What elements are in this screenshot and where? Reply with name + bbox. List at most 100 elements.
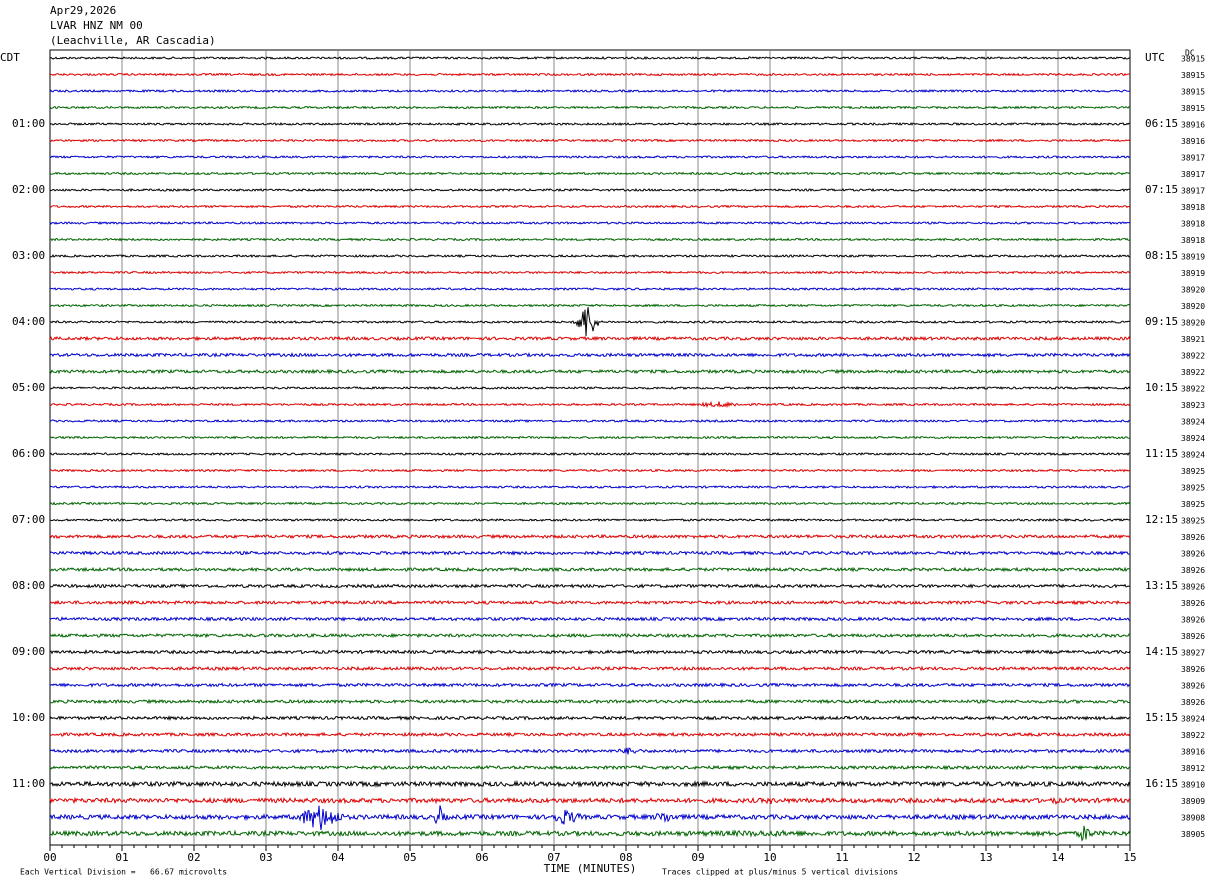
trace: [49, 682, 1131, 689]
dc-count: 38922: [1181, 385, 1205, 394]
trace: [49, 154, 1131, 159]
x-tick-label: 13: [979, 851, 992, 864]
trace: [49, 204, 1131, 209]
dc-count: 38917: [1181, 154, 1205, 163]
trace: [49, 468, 1131, 473]
trace: [49, 171, 1131, 176]
x-tick-label: 14: [1051, 851, 1065, 864]
trace: [49, 221, 1131, 225]
trace: [49, 825, 1131, 842]
right-time-label: 11:15: [1145, 447, 1178, 460]
dc-count: 38925: [1181, 467, 1205, 476]
x-tick-label: 05: [403, 851, 416, 864]
dc-count: 38915: [1181, 55, 1205, 64]
x-tick-label: 01: [115, 851, 128, 864]
trace: [49, 351, 1131, 358]
trace: [50, 517, 1131, 523]
x-axis-title: TIME (MINUTES): [544, 862, 637, 875]
dc-count: 38917: [1181, 187, 1205, 196]
dc-count: 38924: [1181, 434, 1205, 443]
trace: [49, 796, 1131, 806]
trace: [49, 270, 1131, 275]
trace: [49, 105, 1131, 110]
dc-count: 38922: [1181, 368, 1205, 377]
dc-count: 38921: [1181, 335, 1205, 344]
left-time-label: CDT: [0, 51, 20, 64]
dc-count: 38926: [1181, 533, 1205, 542]
right-time-label: 14:15: [1145, 645, 1178, 658]
trace: [49, 566, 1131, 573]
left-time-label: 04:00: [12, 315, 45, 328]
left-time-label: 02:00: [12, 183, 45, 196]
dc-count: 38924: [1181, 418, 1205, 427]
scale-note: Each Vertical Division = 66.67 microvolt…: [20, 868, 227, 877]
right-time-label: 06:15: [1145, 117, 1178, 130]
left-time-label: 07:00: [12, 513, 45, 526]
trace: [49, 121, 1131, 127]
right-time-label: 08:15: [1145, 249, 1178, 262]
dc-count: 38915: [1181, 88, 1205, 97]
x-tick-label: 09: [691, 851, 704, 864]
dc-count: 38926: [1181, 632, 1205, 641]
dc-count: 38916: [1181, 121, 1205, 130]
dc-label: DC: [1185, 49, 1195, 58]
trace: [49, 665, 1131, 672]
right-time-label: 10:15: [1145, 381, 1178, 394]
trace: [49, 435, 1131, 440]
trace: [49, 335, 1131, 342]
trace: [49, 452, 1131, 457]
trace: [49, 550, 1130, 556]
dc-count: 38917: [1181, 170, 1205, 179]
trace: [49, 715, 1131, 721]
trace: [49, 616, 1131, 622]
x-tick-label: 04: [331, 851, 345, 864]
trace: [49, 307, 1131, 337]
dc-count: 38915: [1181, 71, 1205, 80]
dc-count: 38905: [1181, 830, 1205, 839]
dc-count: 38920: [1181, 302, 1205, 311]
x-tick-label: 03: [259, 851, 272, 864]
trace: [49, 385, 1131, 391]
dc-count: 38919: [1181, 253, 1205, 262]
trace: [49, 779, 1131, 789]
trace: [49, 649, 1131, 655]
dc-count: 38908: [1181, 814, 1205, 823]
right-time-label: 13:15: [1145, 579, 1178, 592]
trace: [49, 583, 1131, 589]
trace: [49, 747, 1131, 755]
date: Apr29,2026: [50, 4, 116, 17]
dc-count: 38924: [1181, 715, 1205, 724]
dc-count: 38920: [1181, 319, 1205, 328]
x-tick-label: 11: [835, 851, 848, 864]
dc-count: 38924: [1181, 451, 1205, 460]
left-time-label: 10:00: [12, 711, 45, 724]
trace: [49, 418, 1131, 424]
dc-count: 38912: [1181, 764, 1205, 773]
trace: [49, 599, 1131, 606]
dc-count: 38918: [1181, 220, 1205, 229]
trace: [49, 72, 1131, 77]
left-time-label: 05:00: [12, 381, 45, 394]
dc-count: 38926: [1181, 665, 1205, 674]
x-tick-label: 02: [187, 851, 200, 864]
dc-count: 38916: [1181, 748, 1205, 757]
dc-count: 38926: [1181, 550, 1205, 559]
left-time-label: 06:00: [12, 447, 45, 460]
trace: [49, 632, 1131, 639]
dc-count: 38920: [1181, 286, 1205, 295]
dc-count: 38916: [1181, 137, 1205, 146]
dc-count: 38919: [1181, 269, 1205, 278]
dc-count: 38927: [1181, 649, 1205, 658]
trace: [49, 731, 1131, 738]
x-tick-label: 10: [763, 851, 776, 864]
x-tick-label: 12: [907, 851, 920, 864]
right-time-label: 16:15: [1145, 777, 1178, 790]
x-tick-label: 00: [43, 851, 56, 864]
trace: [50, 253, 1131, 259]
trace: [49, 400, 1131, 409]
trace: [49, 187, 1130, 193]
trace: [49, 764, 1131, 771]
plot-frame: [49, 49, 1131, 846]
